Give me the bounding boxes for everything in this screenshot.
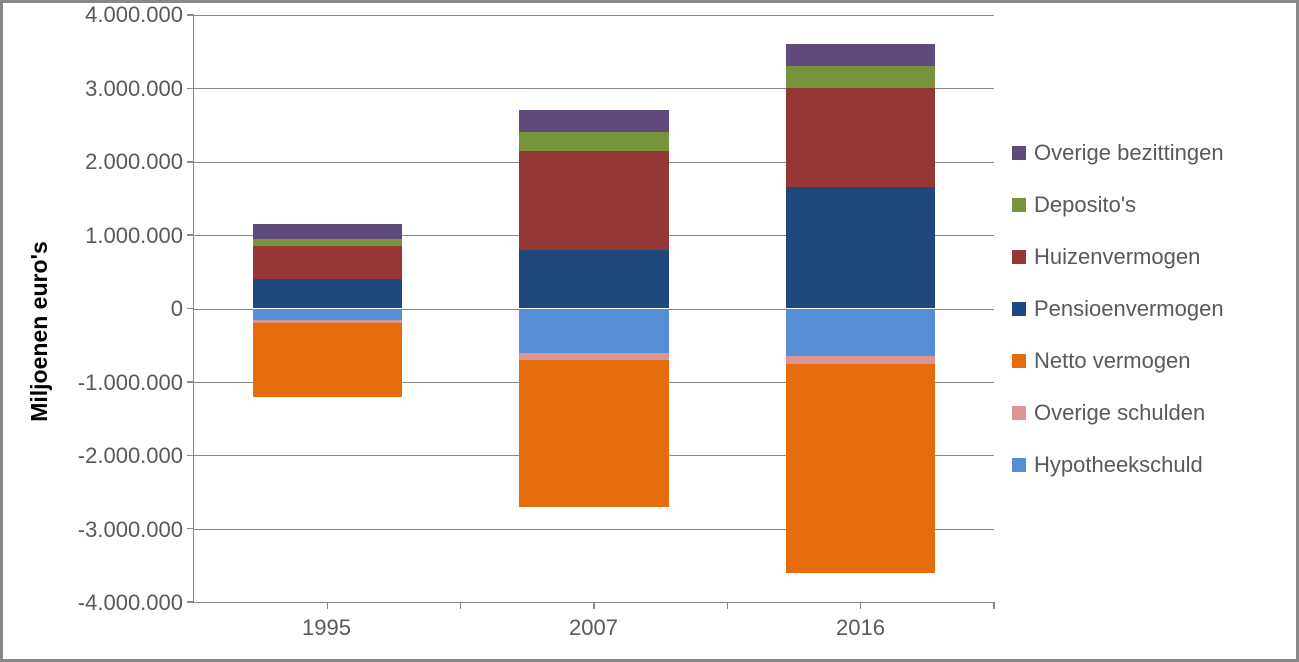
bar-segment-overige_bezittingen [786,44,935,66]
y-tick-label: -4.000.000 [78,590,183,616]
legend: Overige bezittingen Deposito's Huizenvermo… [994,15,1284,603]
y-tick-mark [187,455,194,457]
bar-segment-depositos [519,132,668,150]
legend-item: Hypotheekschuld [1012,452,1284,478]
legend-swatch [1012,250,1026,264]
plot-area [193,15,994,603]
legend-item: Pensioenvermogen [1012,296,1284,322]
x-axis-label: 1995 [302,615,351,641]
legend-label: Huizenvermogen [1034,244,1200,270]
legend-label: Hypotheekschuld [1034,452,1203,478]
chart-main: 4.000.0003.000.0002.000.0001.000.0000-1.… [63,15,1284,647]
bar-segment-pensioenvermogen [786,187,935,308]
legend-label: Pensioenvermogen [1034,296,1224,322]
legend-item: Netto vermogen [1012,348,1284,374]
y-axis-ticks: 4.000.0003.000.0002.000.0001.000.0000-1.… [63,15,193,603]
y-axis-title: Miljoenen euro's [26,241,53,422]
x-axis-label: 2016 [836,615,885,641]
bar-segment-huizenvermogen [253,246,402,279]
y-tick-mark [187,234,194,236]
legend-label: Netto vermogen [1034,348,1191,374]
y-tick-label: -3.000.000 [78,517,183,543]
x-axis-labels: 1995 2007 2016 [193,603,994,647]
legend-item: Overige bezittingen [1012,140,1284,166]
y-tick-label: -2.000.000 [78,443,183,469]
bar-segment-netto_vermogen [253,323,402,396]
y-tick-mark [187,161,194,163]
legend-swatch [1012,146,1026,160]
bar-segment-overige_schulden [786,356,935,363]
y-tick-mark [187,88,194,90]
y-tick-label: 4.000.000 [85,2,183,28]
bar-segment-depositos [786,66,935,88]
plot-row: 4.000.0003.000.0002.000.0001.000.0000-1.… [63,15,1284,603]
x-axis-label: 2007 [569,615,618,641]
bar-segment-hypotheekschuld [786,309,935,357]
bar-group [786,15,935,602]
y-tick-mark [187,528,194,530]
y-tick-label: 2.000.000 [85,149,183,175]
y-tick-mark [187,381,194,383]
y-tick-label: -1.000.000 [78,370,183,396]
legend-label: Overige schulden [1034,400,1205,426]
bar-segment-depositos [253,239,402,246]
bar-group [519,15,668,602]
legend-label: Overige bezittingen [1034,140,1224,166]
legend-swatch [1012,354,1026,368]
legend-swatch [1012,198,1026,212]
bar-segment-overige_schulden [519,353,668,360]
y-tick-mark [187,14,194,16]
bar-segment-overige_bezittingen [519,110,668,132]
bar-segment-hypotheekschuld [519,309,668,353]
bar-segment-netto_vermogen [786,364,935,573]
bar-segment-huizenvermogen [519,151,668,250]
y-tick-label: 3.000.000 [85,76,183,102]
bar-segment-huizenvermogen [786,88,935,187]
legend-swatch [1012,302,1026,316]
y-tick-label: 0 [171,296,183,322]
bar-segment-netto_vermogen [519,360,668,507]
legend-item: Overige schulden [1012,400,1284,426]
legend-label: Deposito's [1034,192,1136,218]
legend-swatch [1012,406,1026,420]
legend-item: Deposito's [1012,192,1284,218]
y-axis-title-area: Miljoenen euro's [15,15,63,647]
bar-segment-hypotheekschuld [253,309,402,320]
legend-swatch [1012,458,1026,472]
bar-group [253,15,402,602]
legend-item: Huizenvermogen [1012,244,1284,270]
bar-segment-pensioenvermogen [253,279,402,308]
bar-segment-overige_bezittingen [253,224,402,239]
y-tick-mark [187,308,194,310]
chart-container: Miljoenen euro's 4.000.000 3.000.000 2.000… [0,0,1299,662]
y-tick-label: 1.000.000 [85,223,183,249]
bar-segment-pensioenvermogen [519,250,668,309]
